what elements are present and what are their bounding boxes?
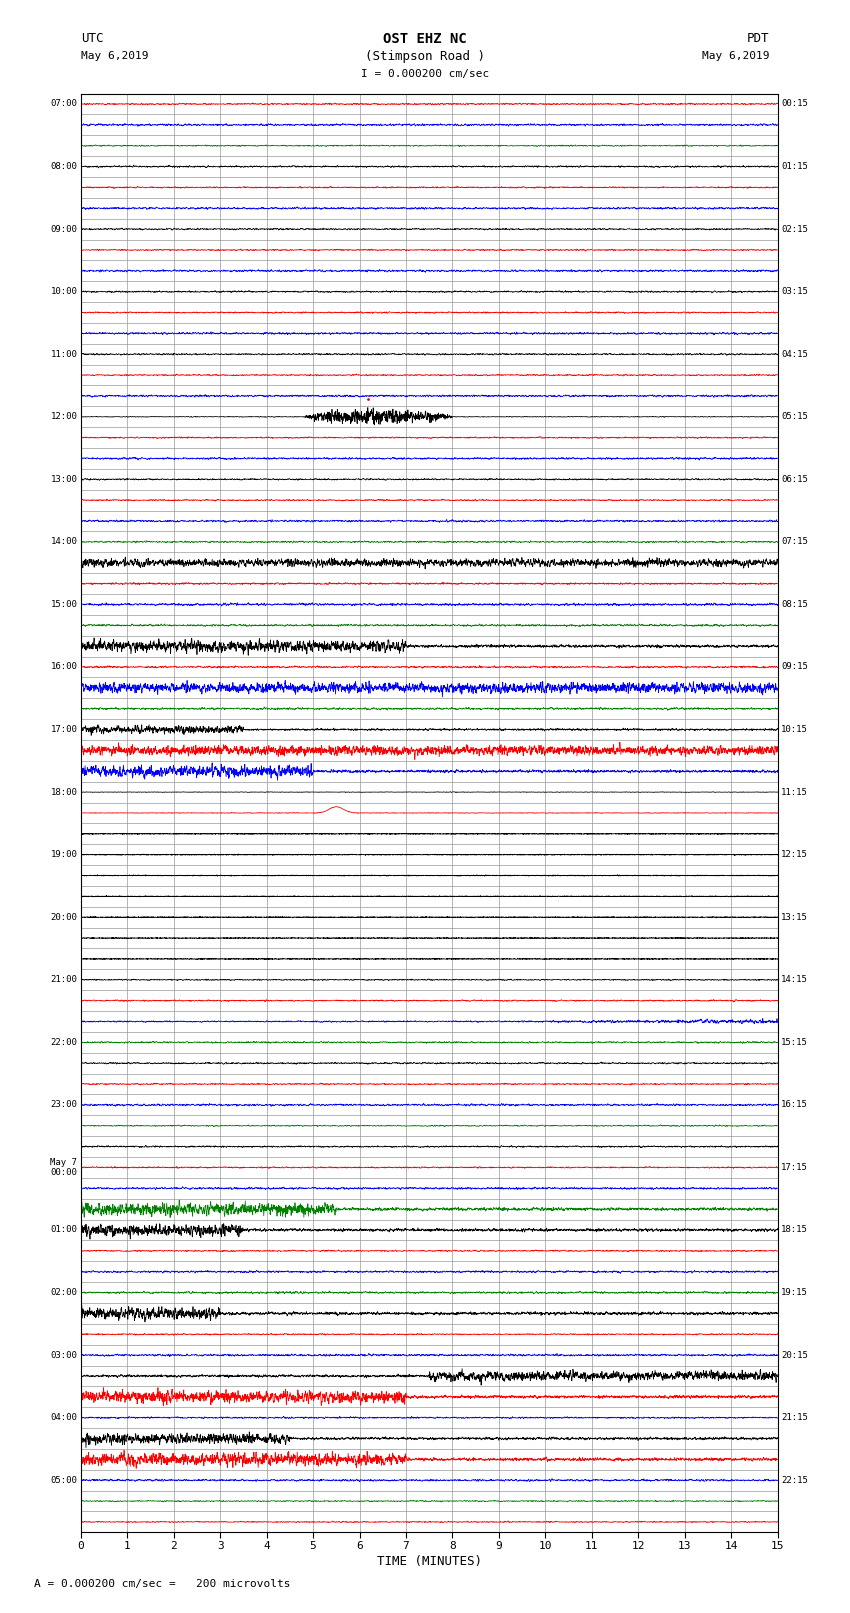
Text: 10:00: 10:00 [50,287,77,297]
Text: 21:00: 21:00 [50,976,77,984]
Text: 13:15: 13:15 [781,913,808,921]
Text: 15:15: 15:15 [781,1037,808,1047]
Text: 04:00: 04:00 [50,1413,77,1423]
Text: 08:15: 08:15 [781,600,808,610]
Text: 14:15: 14:15 [781,976,808,984]
Text: A = 0.000200 cm/sec =   200 microvolts: A = 0.000200 cm/sec = 200 microvolts [34,1579,291,1589]
Text: 09:00: 09:00 [50,224,77,234]
Text: 19:15: 19:15 [781,1289,808,1297]
Text: 04:15: 04:15 [781,350,808,358]
Text: 09:15: 09:15 [781,663,808,671]
Text: OST EHZ NC: OST EHZ NC [383,32,467,45]
Text: 11:15: 11:15 [781,787,808,797]
Text: 13:00: 13:00 [50,474,77,484]
Text: 15:00: 15:00 [50,600,77,610]
Text: 14:00: 14:00 [50,537,77,547]
Text: 07:15: 07:15 [781,537,808,547]
Text: I = 0.000200 cm/sec: I = 0.000200 cm/sec [361,69,489,79]
Text: 16:15: 16:15 [781,1100,808,1110]
Text: 00:15: 00:15 [781,100,808,108]
Text: 02:15: 02:15 [781,224,808,234]
Text: 05:15: 05:15 [781,413,808,421]
Text: 19:00: 19:00 [50,850,77,860]
Text: 07:00: 07:00 [50,100,77,108]
Text: 18:15: 18:15 [781,1226,808,1234]
Text: 16:00: 16:00 [50,663,77,671]
Text: 12:00: 12:00 [50,413,77,421]
Text: 12:15: 12:15 [781,850,808,860]
Text: May 6,2019: May 6,2019 [81,52,148,61]
Text: 22:00: 22:00 [50,1037,77,1047]
Text: 01:15: 01:15 [781,161,808,171]
Text: 21:15: 21:15 [781,1413,808,1423]
Text: UTC: UTC [81,32,103,45]
Text: 20:15: 20:15 [781,1350,808,1360]
X-axis label: TIME (MINUTES): TIME (MINUTES) [377,1555,482,1568]
Text: May 7
00:00: May 7 00:00 [50,1158,77,1177]
Text: May 6,2019: May 6,2019 [702,52,769,61]
Text: 02:00: 02:00 [50,1289,77,1297]
Text: 22:15: 22:15 [781,1476,808,1484]
Text: 20:00: 20:00 [50,913,77,921]
Text: 17:00: 17:00 [50,726,77,734]
Text: 18:00: 18:00 [50,787,77,797]
Text: 23:00: 23:00 [50,1100,77,1110]
Text: 08:00: 08:00 [50,161,77,171]
Text: 06:15: 06:15 [781,474,808,484]
Text: 05:00: 05:00 [50,1476,77,1484]
Text: 11:00: 11:00 [50,350,77,358]
Text: 17:15: 17:15 [781,1163,808,1173]
Text: PDT: PDT [747,32,769,45]
Text: (Stimpson Road ): (Stimpson Road ) [365,50,485,63]
Text: 10:15: 10:15 [781,726,808,734]
Text: 03:15: 03:15 [781,287,808,297]
Text: 03:00: 03:00 [50,1350,77,1360]
Text: 01:00: 01:00 [50,1226,77,1234]
